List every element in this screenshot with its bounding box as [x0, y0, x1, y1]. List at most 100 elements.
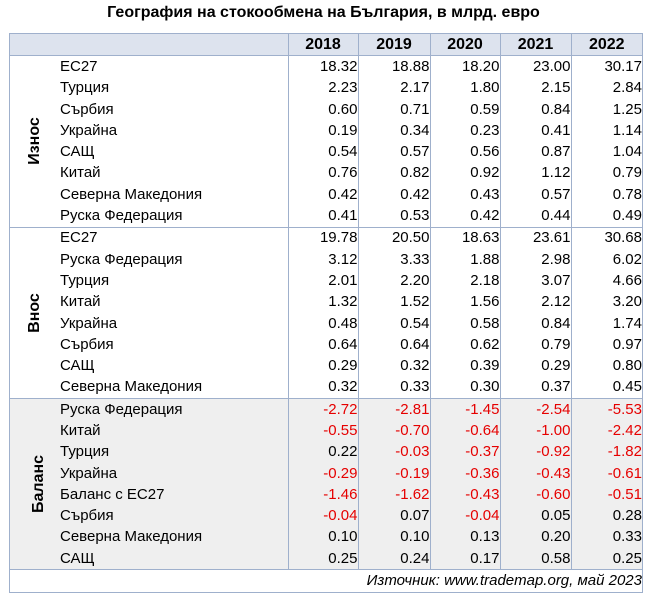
- value-cell: 0.42: [429, 205, 500, 228]
- source-row: Източник: www.trademap.org, май 2023: [10, 569, 642, 592]
- table-row: Украйна -0.29 -0.19 -0.36 -0.43 -0.61: [10, 462, 642, 485]
- value-cell: 0.87: [499, 141, 571, 163]
- value-cell: 0.54: [287, 141, 358, 163]
- value-cell: -0.43: [429, 484, 500, 506]
- value-cell: 18.20: [429, 55, 500, 78]
- country-name: Руска Федерация: [60, 398, 288, 421]
- value-cell: 0.97: [570, 334, 642, 356]
- value-cell: -2.54: [499, 398, 571, 421]
- value-cell: 0.05: [499, 505, 571, 527]
- value-cell: -0.43: [499, 462, 571, 485]
- table-row: Баланс Руска Федерация -2.72 -2.81 -1.45 -2.5…: [10, 398, 642, 570]
- value-cell: 3.20: [570, 291, 642, 313]
- value-cell: 2.23: [287, 77, 358, 99]
- table-row: Сърбия 0.64 0.64 0.62 0.79 0.97: [10, 334, 642, 356]
- country-name: Китай: [60, 164, 101, 182]
- value-cell: -0.37: [429, 441, 500, 463]
- value-cell: 0.22: [287, 441, 358, 463]
- value-cell: 3.12: [287, 248, 358, 271]
- value-cell: 30.17: [570, 55, 642, 78]
- value-cell: -2.72: [287, 398, 358, 421]
- value-cell: 0.39: [429, 355, 500, 377]
- value-cell: 18.32: [287, 55, 358, 78]
- value-cell: 0.23: [429, 120, 500, 142]
- table-body: Износ ЕС27 18.32 18.88 18.20 23.00 30.17 Турция…: [10, 55, 642, 570]
- value-cell: 0.79: [570, 162, 642, 185]
- value-cell: 0.30: [429, 376, 500, 399]
- value-cell: 0.32: [357, 355, 430, 377]
- value-cell: 0.07: [357, 505, 430, 527]
- value-cell: -0.04: [287, 505, 358, 527]
- value-cell: 0.92: [429, 162, 500, 185]
- country-name: Баланс с ЕС27: [60, 484, 288, 506]
- country-name: Сърбия: [60, 335, 114, 353]
- country-name: Сърбия: [60, 100, 114, 118]
- table-row: Руска Федерация 0.41 0.53 0.42 0.44 0.49: [10, 205, 642, 228]
- value-cell: 0.78: [570, 184, 642, 206]
- value-cell: -0.55: [287, 420, 358, 442]
- value-cell: 0.80: [570, 355, 642, 377]
- table-row: Внос ЕС27 19.78 20.50 18.63 23.61 30.68: [10, 226, 642, 399]
- table-row: Сърбия 0.60 0.71 0.59 0.84 1.25: [10, 98, 642, 121]
- value-cell: -0.64: [429, 420, 500, 442]
- table-row: Украйна 0.48 0.54 0.58 0.84 1.74: [10, 312, 642, 335]
- value-cell: 1.32: [287, 291, 358, 313]
- group-label-cell: Износ: [10, 55, 60, 228]
- value-cell: -0.36: [429, 462, 500, 485]
- value-cell: 0.17: [429, 548, 500, 570]
- country-name: Украйна: [60, 462, 288, 485]
- value-cell: -0.61: [570, 462, 642, 485]
- year-header: 2020: [429, 34, 500, 56]
- value-cell: 20.50: [357, 226, 430, 249]
- table-row: Сърбия -0.04 0.07 -0.04 0.05 0.28: [10, 505, 642, 527]
- value-cell: 0.33: [357, 376, 430, 399]
- value-cell: 0.59: [429, 98, 500, 121]
- header-blank: [10, 34, 288, 56]
- value-cell: 0.29: [499, 355, 571, 377]
- value-cell: 0.41: [499, 120, 571, 142]
- group-label: Износ: [25, 117, 43, 166]
- value-cell: 0.20: [499, 526, 571, 549]
- value-cell: 0.42: [357, 184, 430, 206]
- table-row: Северна Македония 0.32 0.33 0.30 0.37 0.45: [10, 376, 642, 399]
- value-cell: 0.57: [499, 184, 571, 206]
- country-name: Руска Федерация: [60, 250, 183, 268]
- value-cell: 1.12: [499, 162, 571, 185]
- value-cell: 0.56: [429, 141, 500, 163]
- value-cell: -1.00: [499, 420, 571, 442]
- country-name: Украйна: [60, 121, 118, 139]
- table-title: География на стокообмена на България, в …: [107, 4, 540, 21]
- value-cell: 18.63: [429, 226, 500, 249]
- trade-table: 2018 2019 2020 2021 2022 Износ ЕС27 18.32 1…: [9, 33, 643, 593]
- value-cell: 1.88: [429, 248, 500, 271]
- value-cell: -0.92: [499, 441, 571, 463]
- value-cell: 18.88: [357, 55, 430, 78]
- table-row: Руска Федерация 3.12 3.33 1.88 2.98 6.02: [10, 248, 642, 271]
- value-cell: 0.32: [287, 376, 358, 399]
- value-cell: -0.03: [357, 441, 430, 463]
- value-cell: 3.33: [357, 248, 430, 271]
- value-cell: 2.17: [357, 77, 430, 99]
- country-name: ЕС27: [60, 226, 288, 249]
- value-cell: -0.51: [570, 484, 642, 506]
- value-cell: 1.04: [570, 141, 642, 163]
- value-cell: 0.44: [499, 205, 571, 228]
- year-header: 2021: [499, 34, 571, 56]
- value-cell: 3.07: [499, 270, 571, 292]
- value-cell: -1.62: [357, 484, 430, 506]
- value-cell: -1.45: [429, 398, 500, 421]
- value-cell: 4.66: [570, 270, 642, 292]
- value-cell: 0.53: [357, 205, 430, 228]
- year-header: 2018: [287, 34, 358, 56]
- value-cell: -1.82: [570, 441, 642, 463]
- table-row: Северна Македония 0.42 0.42 0.43 0.57 0.78: [10, 184, 642, 206]
- value-cell: 0.19: [287, 120, 358, 142]
- country-name: Сърбия: [60, 505, 288, 527]
- country-name: САЩ: [60, 357, 95, 375]
- table-row: Баланс с ЕС27 -1.46 -1.62 -0.43 -0.60 -0.51: [10, 484, 642, 506]
- table-row: Китай 1.32 1.52 1.56 2.12 3.20: [10, 291, 642, 313]
- value-cell: 19.78: [287, 226, 358, 249]
- country-name: САЩ: [60, 143, 95, 161]
- table-row: Турция 2.01 2.20 2.18 3.07 4.66: [10, 270, 642, 292]
- group-label: Баланс: [30, 455, 48, 514]
